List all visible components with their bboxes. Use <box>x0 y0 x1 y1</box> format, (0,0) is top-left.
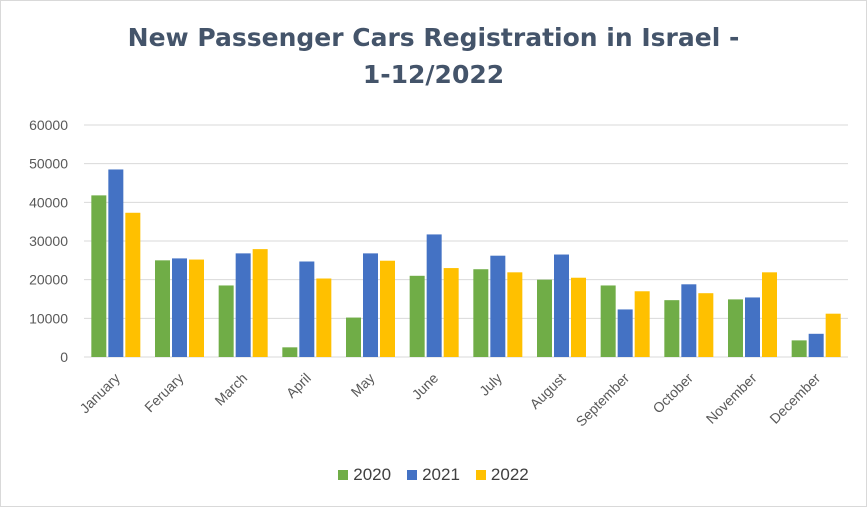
x-tick-label: January <box>76 370 123 417</box>
bar-2022-feruary <box>189 259 204 357</box>
bar-2020-july <box>473 269 489 357</box>
bar-2020-september <box>600 285 616 357</box>
bar-2021-june <box>426 234 442 357</box>
bar-2020-november <box>728 299 743 357</box>
legend-item-2022: 2022 <box>475 465 529 485</box>
bar-2021-august <box>554 254 569 357</box>
x-tick-label: July <box>476 370 505 399</box>
bar-2022-august <box>571 277 586 357</box>
bar-2022-june <box>443 268 459 357</box>
bar-2022-march <box>252 249 268 357</box>
bar-2021-may <box>363 253 378 357</box>
bar-2020-october <box>664 300 680 357</box>
bar-2020-feruary <box>155 260 170 357</box>
bar-2021-november <box>745 297 760 357</box>
bar-2020-april <box>282 347 298 357</box>
bar-2020-may <box>346 317 361 357</box>
x-tick-label: October <box>649 370 696 417</box>
x-tick-label: September <box>573 370 633 430</box>
legend-swatch-2022 <box>475 470 486 480</box>
legend-label-2020: 2020 <box>353 465 392 484</box>
bar-2022-july <box>507 272 523 357</box>
bar-2021-december <box>808 333 824 357</box>
legend-label-2022: 2022 <box>490 465 529 484</box>
y-tick-label: 50000 <box>29 156 68 172</box>
x-tick-label: April <box>283 370 314 401</box>
bar-2022-november <box>762 272 777 357</box>
bar-2022-may <box>380 260 395 357</box>
bar-2022-december <box>825 313 841 357</box>
x-axis-ticks: January Feruary March April May June July Augus… <box>76 370 823 430</box>
bar-2020-august <box>537 279 552 357</box>
y-axis-ticks: 0 10000 20000 30000 40000 50000 60000 <box>29 117 68 365</box>
bar-2022-september <box>634 291 650 357</box>
x-tick-label: May <box>348 370 378 400</box>
y-tick-label: 0 <box>60 349 68 365</box>
bar-2021-march <box>235 253 251 357</box>
chart-title-line-2: 1-12/2022 <box>362 60 505 89</box>
legend: 2020 2021 2022 <box>1 465 866 485</box>
bar-2020-december <box>791 340 807 357</box>
y-tick-label: 40000 <box>29 194 68 210</box>
x-tick-label: March <box>211 370 250 409</box>
y-tick-label: 10000 <box>29 310 68 326</box>
legend-swatch-2021 <box>407 470 418 480</box>
bar-2021-feruary <box>172 258 187 357</box>
bar-2021-july <box>490 255 506 357</box>
x-tick-label: December <box>766 370 823 427</box>
x-tick-label: August <box>526 370 568 412</box>
gridlines <box>84 124 848 358</box>
bar-2022-april <box>316 278 332 357</box>
legend-label-2021: 2021 <box>422 465 460 484</box>
bar-2020-march <box>218 285 234 357</box>
x-tick-label: Feruary <box>141 370 186 415</box>
bar-2020-june <box>409 275 425 357</box>
legend-swatch-2020 <box>338 470 349 480</box>
bars <box>91 169 841 357</box>
chart-title: New Passenger Cars Registration in Israe… <box>1 19 866 93</box>
x-tick-label: June <box>409 370 442 403</box>
y-tick-label: 60000 <box>29 117 68 133</box>
bar-2021-january <box>108 169 124 357</box>
y-tick-label: 20000 <box>29 272 68 288</box>
x-tick-label: November <box>703 370 760 427</box>
legend-item-2021: 2021 <box>407 465 460 485</box>
bar-2020-january <box>91 195 107 357</box>
bar-2021-october <box>681 284 697 357</box>
legend-item-2020: 2020 <box>338 465 391 485</box>
chart-title-line-1: New Passenger Cars Registration in Israe… <box>127 23 740 52</box>
bar-2022-january <box>125 212 141 357</box>
bar-2022-october <box>698 293 714 357</box>
bar-2021-april <box>299 261 315 357</box>
bar-2021-september <box>617 309 633 357</box>
y-tick-label: 30000 <box>29 233 68 249</box>
